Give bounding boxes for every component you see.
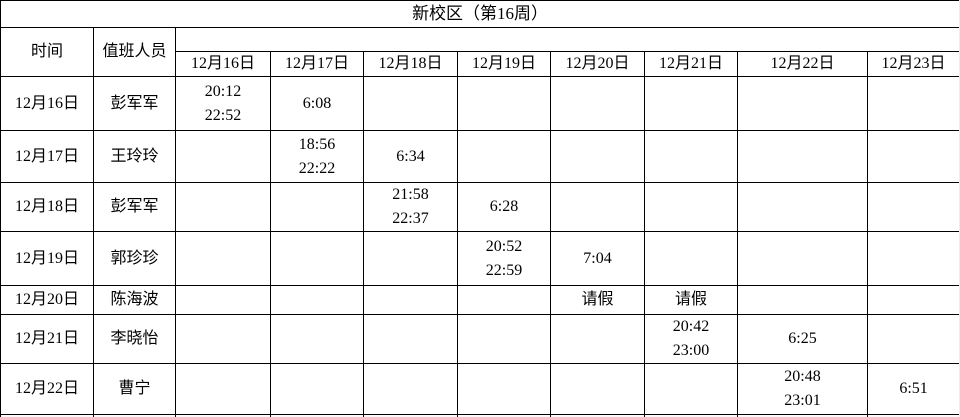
- col-header-time: 时间: [0, 27, 94, 77]
- row-staff: 王玲玲: [93, 130, 176, 183]
- col-header-date-7: 12月23日: [866, 51, 959, 77]
- time-cell: 6:28: [457, 182, 551, 232]
- time-cell: [270, 182, 364, 232]
- col-header-date-1: 12月17日: [270, 51, 364, 77]
- time-cell: [363, 363, 458, 415]
- time-cell: [457, 130, 551, 183]
- time-cell: [866, 76, 959, 131]
- col-header-date-3: 12月19日: [457, 51, 551, 77]
- time-cell: [457, 76, 551, 131]
- time-cell: [270, 231, 364, 286]
- leave-cell: 请假: [644, 285, 738, 315]
- time-cell: [866, 314, 959, 364]
- time-cell: [644, 363, 738, 415]
- row-date: 12月17日: [0, 130, 94, 183]
- time-cell: 20:12 22:52: [175, 76, 271, 131]
- time-cell: [866, 231, 959, 286]
- time-cell: [175, 314, 271, 364]
- time-cell: [550, 76, 645, 131]
- time-cell: [866, 130, 959, 183]
- time-cell: 6:08: [270, 76, 364, 131]
- time-cell: [457, 314, 551, 364]
- table-row-partial: [0, 414, 959, 417]
- time-cell: [737, 285, 868, 315]
- col-header-staff: 值班人员: [93, 27, 176, 77]
- leave-cell: 请假: [550, 285, 645, 315]
- time-cell: [270, 285, 364, 315]
- time-cell: [363, 76, 458, 131]
- time-cell: [175, 130, 271, 183]
- time-cell: 6:51: [866, 363, 959, 415]
- time-cell: 7:04: [550, 231, 645, 286]
- time-cell: [175, 231, 271, 286]
- time-cell: [644, 231, 738, 286]
- time-cell: [550, 130, 645, 183]
- time-cell: [644, 76, 738, 131]
- time-cell: [270, 363, 364, 415]
- time-cell: [457, 285, 551, 315]
- time-cell: [550, 363, 645, 415]
- time-cell: 6:34: [363, 130, 458, 183]
- time-cell: [457, 363, 551, 415]
- header-row-dates: 12月16日 12月17日 12月18日 12月19日 12月20日 12月21…: [1, 51, 959, 77]
- time-cell: 6:25: [737, 314, 868, 364]
- empty-cell: [866, 414, 959, 417]
- row-staff: 李晓怡: [93, 314, 176, 364]
- table-row: 12月21日 李晓怡 20:42 23:00 6:25: [0, 314, 959, 364]
- time-cell: [550, 182, 645, 232]
- time-cell: [866, 285, 959, 315]
- row-staff: 彭军军: [93, 182, 176, 232]
- time-cell: [737, 231, 868, 286]
- col-header-date-4: 12月20日: [550, 51, 645, 77]
- time-cell: 20:52 22:59: [457, 231, 551, 286]
- time-cell: [644, 130, 738, 183]
- header-row-top: 时间 值班人员: [0, 27, 959, 77]
- row-date: 12月20日: [0, 285, 94, 315]
- header-merged-empty-cell: [174, 27, 959, 52]
- time-cell: [737, 130, 868, 183]
- time-cell: [866, 182, 959, 232]
- time-cell: [550, 314, 645, 364]
- col-header-date-0: 12月16日: [175, 51, 271, 77]
- row-staff: 陈海波: [93, 285, 176, 315]
- time-cell: 20:48 23:01: [737, 363, 868, 415]
- row-date: 12月21日: [0, 314, 94, 364]
- table-row: 12月19日 郭珍珍 20:52 22:59 7:04: [0, 231, 959, 286]
- row-staff: 郭珍珍: [93, 231, 176, 286]
- table-row: 12月22日 曹宁 20:48 23:01 6:51: [0, 363, 959, 415]
- time-cell: [175, 285, 271, 315]
- table-row: 12月16日 彭军军 20:12 22:52 6:08: [0, 76, 959, 131]
- col-header-date-2: 12月18日: [363, 51, 458, 77]
- row-staff: 彭军军: [93, 76, 176, 131]
- row-date: 12月18日: [0, 182, 94, 232]
- time-cell: 21:58 22:37: [363, 182, 458, 232]
- table-row: 12月17日 王玲玲 18:56 22:22 6:34: [0, 130, 959, 183]
- time-cell: [175, 182, 271, 232]
- table-row: 12月18日 彭军军 21:58 22:37 6:28: [0, 182, 959, 232]
- col-header-date-5: 12月21日: [644, 51, 738, 77]
- time-cell: [363, 285, 458, 315]
- time-cell: [363, 314, 458, 364]
- time-cell: [737, 76, 868, 131]
- time-cell: [737, 182, 868, 232]
- time-cell: [644, 182, 738, 232]
- time-cell: [175, 363, 271, 415]
- time-cell: 18:56 22:22: [270, 130, 364, 183]
- row-date: 12月19日: [0, 231, 94, 286]
- table-row: 12月20日 陈海波 请假 请假: [0, 285, 959, 315]
- time-cell: [363, 231, 458, 286]
- col-header-date-6: 12月22日: [737, 51, 868, 77]
- time-cell: [270, 314, 364, 364]
- row-date: 12月16日: [0, 76, 94, 131]
- time-cell: 20:42 23:00: [644, 314, 738, 364]
- title-row: 新校区（第16周）: [0, 0, 959, 28]
- row-date: 12月22日: [0, 363, 94, 415]
- row-staff: 曹宁: [93, 363, 176, 415]
- sheet-title: 新校区（第16周）: [0, 0, 959, 28]
